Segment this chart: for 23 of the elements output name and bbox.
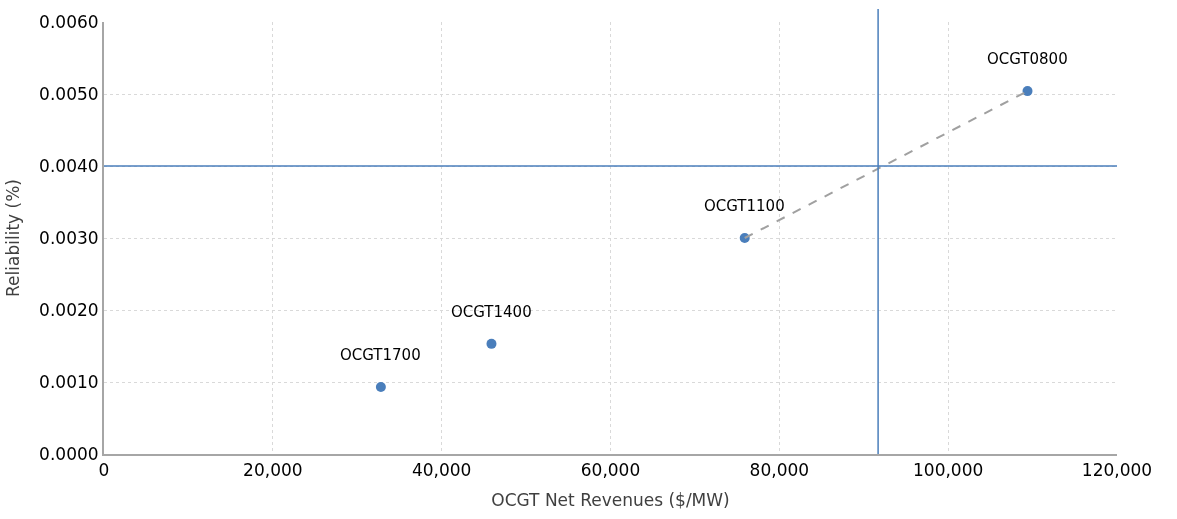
y-axis-title: Reliability (%) bbox=[3, 179, 24, 297]
y-tick-label: 0.0000 bbox=[39, 443, 99, 464]
annotation: OCGT1100 bbox=[704, 197, 785, 215]
x-tick-label: 60,000 bbox=[580, 460, 641, 481]
point bbox=[486, 338, 497, 349]
y-tick-label: 0.0060 bbox=[39, 11, 99, 32]
annotation: OCGT0800 bbox=[987, 50, 1068, 68]
point bbox=[375, 382, 386, 393]
y-tick-label: 0.0010 bbox=[39, 371, 99, 392]
y-tick-label: 0.0030 bbox=[39, 227, 99, 248]
point bbox=[1022, 86, 1033, 97]
annotation: OCGT1700 bbox=[340, 346, 421, 364]
y-tick-label: 0.0020 bbox=[39, 299, 99, 320]
y-tick-label: 0.0050 bbox=[39, 83, 99, 104]
x-tick-label: 120,000 bbox=[1081, 460, 1153, 481]
x-axis-title: OCGT Net Revenues ($/MW) bbox=[491, 490, 730, 511]
x-tick-label: 20,000 bbox=[243, 460, 303, 481]
x-tick-label: 80,000 bbox=[749, 460, 810, 481]
x-tick-label: 0 bbox=[98, 460, 110, 481]
x-tick-label: 100,000 bbox=[913, 460, 984, 481]
x-tick-label: 40,000 bbox=[411, 460, 472, 481]
y-tick-label: 0.0040 bbox=[39, 155, 99, 176]
annotation: OCGT1400 bbox=[451, 303, 532, 321]
